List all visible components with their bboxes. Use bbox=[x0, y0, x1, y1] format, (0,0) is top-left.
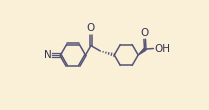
Polygon shape bbox=[138, 48, 146, 55]
Text: N: N bbox=[44, 50, 51, 60]
Text: O: O bbox=[87, 23, 95, 33]
Text: O: O bbox=[141, 28, 149, 38]
Text: OH: OH bbox=[154, 44, 170, 54]
